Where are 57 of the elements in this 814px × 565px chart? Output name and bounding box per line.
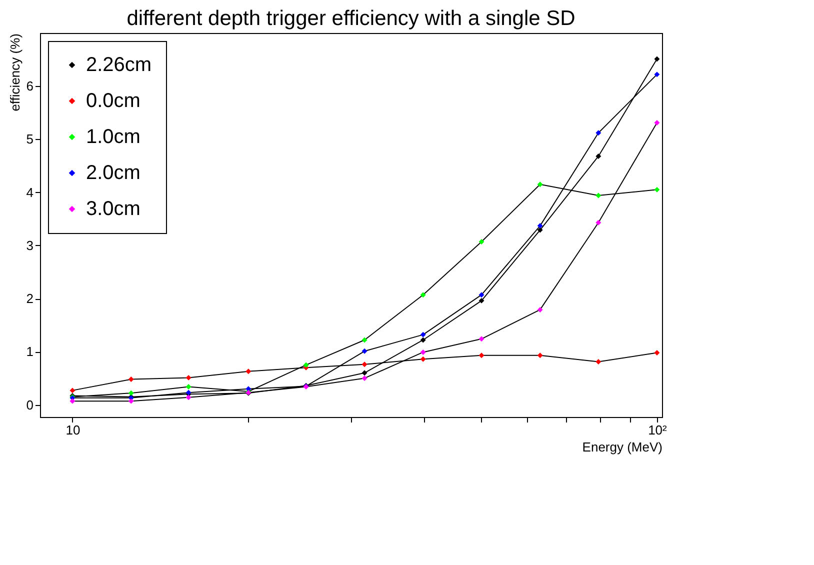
- point: [246, 368, 252, 374]
- point: [362, 337, 368, 343]
- point: [478, 238, 484, 244]
- point: [537, 227, 543, 233]
- point: [128, 376, 134, 382]
- point: [186, 394, 192, 400]
- point: [70, 398, 76, 404]
- point: [596, 153, 602, 159]
- point: [128, 398, 134, 404]
- point: [654, 56, 660, 62]
- y-tick-label: 2: [26, 291, 34, 306]
- legend-label: 3.0cm: [86, 198, 140, 220]
- point: [362, 362, 368, 368]
- y-tick-label: 0: [26, 397, 34, 412]
- point: [420, 292, 426, 298]
- point: [537, 306, 543, 312]
- point: [70, 388, 76, 394]
- y-tick-label: 1: [26, 344, 34, 360]
- point: [654, 120, 660, 126]
- y-tick-label: 3: [26, 238, 34, 253]
- point: [537, 223, 543, 229]
- legend-label: 1.0cm: [86, 126, 140, 148]
- point: [596, 192, 602, 198]
- x-tick-label: 10²: [648, 422, 668, 438]
- legend-label: 2.26cm: [86, 54, 152, 76]
- point: [654, 350, 660, 356]
- y-axis-title: efficiency (%): [7, 34, 22, 112]
- chart-title: different depth trigger efficiency with a single SD: [126, 7, 576, 30]
- x-tick-label: 10: [66, 422, 80, 438]
- point: [420, 349, 426, 355]
- point: [596, 359, 602, 364]
- point: [362, 375, 368, 381]
- point: [537, 182, 543, 188]
- y-tick-label: 5: [26, 132, 34, 147]
- point: [478, 336, 484, 342]
- point: [186, 384, 192, 390]
- point: [420, 337, 426, 343]
- point: [478, 298, 484, 304]
- point: [186, 374, 192, 380]
- legend-label: 2.0cm: [86, 162, 140, 184]
- legend-label: 0.0cm: [86, 90, 140, 112]
- point: [303, 362, 309, 368]
- point: [654, 72, 660, 78]
- point: [420, 356, 426, 362]
- point: [654, 186, 660, 192]
- point: [362, 370, 368, 376]
- point: [596, 130, 602, 136]
- y-tick-label: 4: [26, 184, 34, 200]
- point: [362, 348, 368, 354]
- point: [537, 352, 543, 358]
- point: [478, 292, 484, 298]
- x-axis-title: Energy (MeV): [582, 440, 662, 454]
- point: [596, 220, 602, 226]
- y-tick-label: 6: [26, 78, 34, 94]
- point: [478, 352, 484, 358]
- point: [128, 390, 134, 396]
- point: [420, 332, 426, 338]
